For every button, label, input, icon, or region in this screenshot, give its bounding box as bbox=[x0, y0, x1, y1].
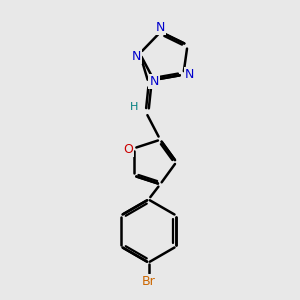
Text: N: N bbox=[132, 50, 141, 63]
Text: H: H bbox=[130, 103, 139, 112]
Text: Br: Br bbox=[142, 274, 155, 288]
Text: N: N bbox=[149, 76, 159, 88]
Text: N: N bbox=[185, 68, 194, 81]
Text: N: N bbox=[156, 21, 165, 34]
Text: O: O bbox=[123, 143, 133, 156]
